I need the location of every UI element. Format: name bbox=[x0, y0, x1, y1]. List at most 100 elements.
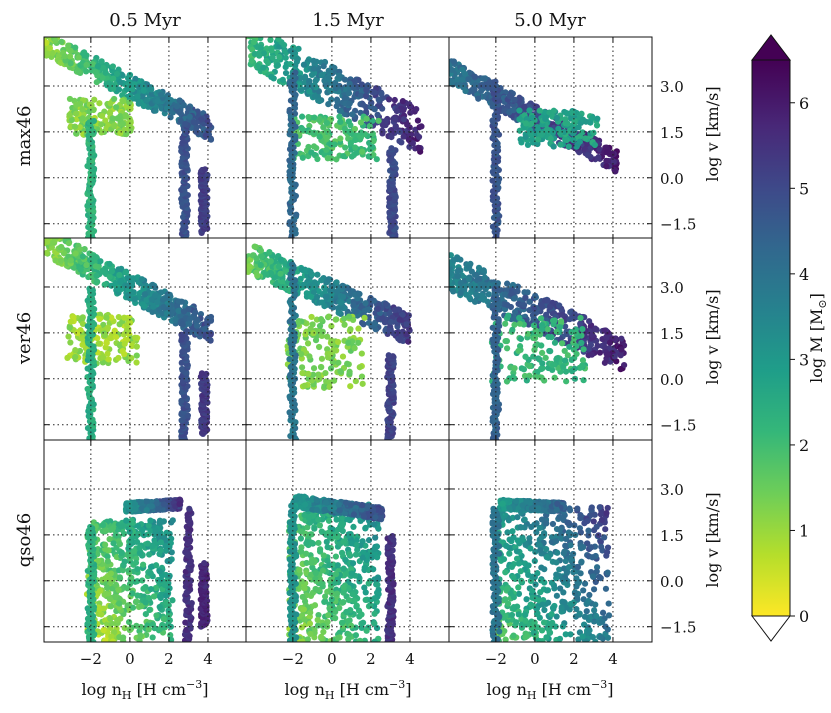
hexbin-cell bbox=[314, 155, 321, 163]
hexbin-cell bbox=[550, 129, 557, 136]
hexbin-cell bbox=[345, 90, 353, 97]
hexbin-cell bbox=[75, 68, 82, 75]
hexbin-cell bbox=[141, 303, 148, 310]
hexbin-cell bbox=[510, 107, 517, 114]
hexbin-cell bbox=[44, 249, 50, 257]
hexbin-cell bbox=[302, 267, 309, 274]
hexbin-cell bbox=[258, 253, 266, 260]
hexbin-cell bbox=[93, 272, 100, 279]
hexbin-cell bbox=[495, 316, 502, 323]
hexbin-cell bbox=[257, 247, 265, 254]
hexbin-cell bbox=[508, 290, 515, 297]
hexbin-cell bbox=[135, 83, 143, 90]
hexbin-cell bbox=[123, 130, 130, 138]
hexbin-cell bbox=[618, 335, 625, 342]
hexbin-cell bbox=[128, 354, 135, 362]
hexbin-cell bbox=[504, 280, 511, 287]
hexbin-cell bbox=[305, 370, 312, 378]
hexbin-cell bbox=[379, 315, 386, 322]
hexbin-cell bbox=[539, 349, 546, 356]
hexbin-cell bbox=[455, 267, 462, 274]
hexbin-cell bbox=[516, 94, 523, 101]
hexbin-cell bbox=[83, 262, 90, 269]
hexbin-cell bbox=[133, 352, 140, 359]
hexbin-cell bbox=[571, 365, 578, 372]
hexbin-cell bbox=[130, 289, 137, 296]
hexbin-cell bbox=[179, 365, 186, 373]
hexbin-cell bbox=[257, 262, 264, 269]
hexbin-cell bbox=[517, 335, 525, 343]
hexbin-cell bbox=[268, 73, 275, 80]
hexbin-cell bbox=[335, 359, 342, 366]
hexbin-cell bbox=[297, 275, 304, 282]
hexbin-cell bbox=[65, 42, 72, 49]
hexbin-cell bbox=[108, 314, 115, 321]
hexbin-cell bbox=[298, 364, 306, 371]
hexbin-cell bbox=[126, 122, 133, 130]
hexbin-cell bbox=[138, 276, 146, 283]
hexbin-cell bbox=[250, 38, 257, 46]
hexbin-cell bbox=[153, 562, 160, 569]
hexbin-cell bbox=[52, 238, 59, 241]
hexbin-cell bbox=[293, 211, 300, 218]
hexbin-cell bbox=[520, 301, 528, 309]
hexbin-cell bbox=[135, 100, 142, 107]
hexbin-cell bbox=[184, 412, 192, 419]
hexbin-cell bbox=[586, 318, 593, 325]
hexbin-cell bbox=[325, 67, 332, 74]
hexbin-cell bbox=[526, 372, 533, 379]
hexbin-cell bbox=[468, 268, 475, 275]
hexbin-cell bbox=[511, 96, 518, 103]
hexbin-cell bbox=[542, 354, 549, 361]
hexbin-cell bbox=[310, 365, 318, 372]
hexbin-cell bbox=[561, 357, 569, 364]
hexbin-cell bbox=[123, 327, 130, 334]
hexbin-cell bbox=[207, 136, 215, 143]
hexbin-cell bbox=[97, 258, 104, 265]
hexbin-cell bbox=[65, 333, 72, 340]
hexbin-cell bbox=[291, 375, 299, 382]
hexbin-cell bbox=[478, 87, 485, 95]
hexbin-cell bbox=[505, 312, 512, 319]
column-title-1: 0.5 Myr bbox=[109, 10, 181, 31]
hexbin-cell bbox=[251, 243, 258, 250]
hexbin-cell bbox=[385, 352, 392, 359]
hexbin-cell bbox=[391, 116, 399, 123]
hexbin-cell bbox=[591, 141, 598, 149]
hexbin-cell bbox=[504, 301, 511, 309]
hexbin-cell bbox=[322, 369, 329, 377]
hexbin-cell bbox=[300, 61, 308, 68]
hexbin-cell bbox=[596, 146, 603, 153]
hexbin-cell bbox=[516, 107, 523, 114]
hexbin-cell bbox=[326, 383, 333, 391]
hexbin-cell bbox=[617, 366, 624, 373]
hexbin-cell bbox=[65, 240, 72, 247]
hexbin-cell bbox=[511, 295, 518, 302]
hexbin-cell bbox=[403, 321, 410, 328]
hexbin-cell bbox=[325, 276, 332, 283]
hexbin-cell bbox=[532, 327, 539, 334]
hexbin-cell bbox=[127, 118, 134, 125]
hexbin-cell bbox=[43, 29, 49, 35]
hexbin-cell bbox=[471, 86, 478, 93]
hexbin-cell bbox=[279, 76, 286, 83]
hexbin-cell bbox=[154, 97, 161, 105]
hexbin-cell bbox=[522, 133, 529, 141]
hexbin-cell bbox=[328, 323, 335, 330]
hexbin-cell bbox=[569, 109, 576, 116]
hexbin-cell bbox=[563, 378, 570, 385]
hexbin-cell bbox=[90, 117, 97, 125]
row-label-2: ver46 bbox=[14, 312, 35, 365]
hexbin-cell bbox=[256, 52, 263, 59]
hexbin-cell bbox=[246, 267, 251, 274]
hexbin-cell bbox=[129, 86, 136, 93]
hexbin-cell bbox=[291, 110, 299, 117]
hexbin-cell bbox=[331, 64, 338, 72]
hexbin-cell bbox=[345, 339, 352, 346]
hexbin-cell bbox=[511, 365, 518, 372]
hexbin-cell bbox=[601, 359, 608, 366]
hexbin-cell bbox=[526, 298, 533, 305]
hexbin-cell bbox=[541, 108, 548, 116]
hexbin-cell bbox=[469, 286, 476, 293]
hexbin-cell bbox=[334, 338, 342, 346]
